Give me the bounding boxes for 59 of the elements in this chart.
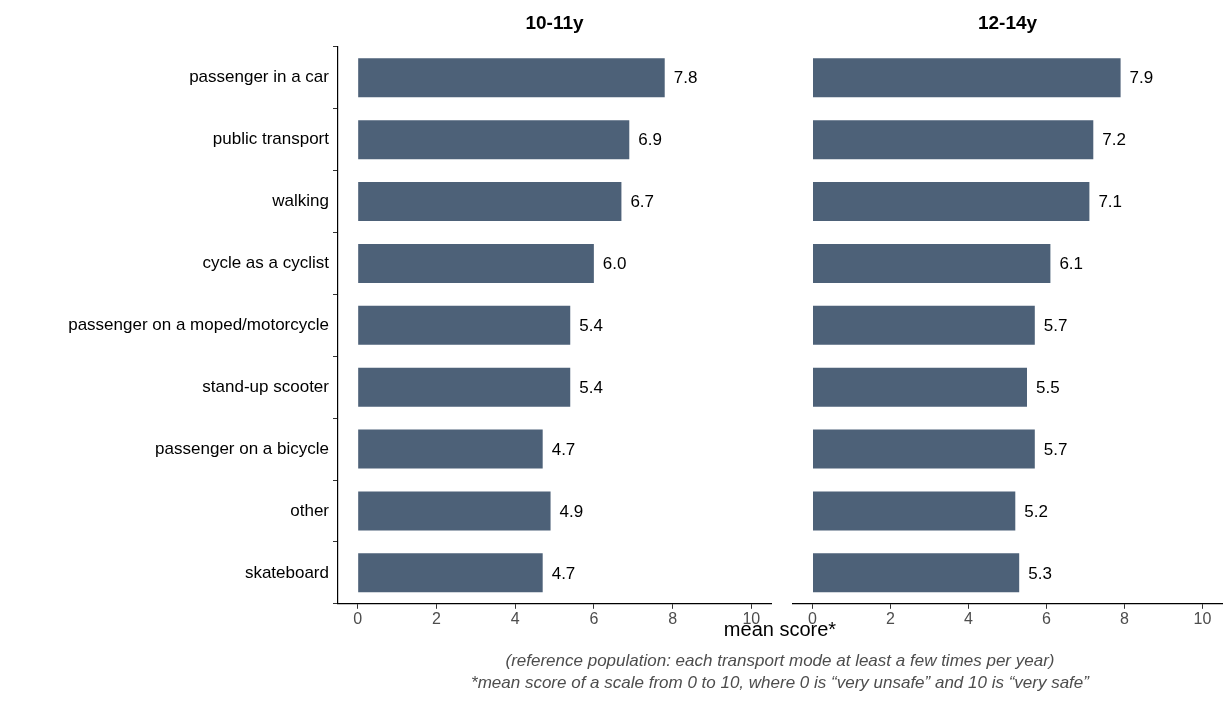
data-label: 4.7: [551, 563, 576, 583]
bar: [813, 305, 1035, 345]
text: (reference population: each transport mode at least a few times per year): [504, 650, 1056, 672]
x-tick-label: 4: [510, 609, 520, 627]
data-label: 5.4: [579, 315, 603, 335]
x-tick-label: 4: [964, 609, 974, 627]
y-tick-label: other: [290, 500, 330, 520]
bar: [358, 429, 543, 469]
data-label: 7.9: [1129, 68, 1154, 88]
data-label: 4.7: [551, 439, 576, 459]
y-tick-label: passenger in a car: [189, 67, 330, 87]
bar: [358, 243, 594, 283]
y-tick-label: skateboard: [244, 562, 329, 582]
x-tick-label: 6: [1042, 609, 1052, 627]
y-tick-label: cycle as a cyclist: [202, 253, 330, 273]
data-label: 7.1: [1098, 192, 1123, 212]
y-tick-label: stand-up scooter: [202, 376, 330, 396]
x-tick-label: 8: [668, 609, 678, 627]
bar: [358, 120, 630, 160]
bar: [813, 182, 1090, 222]
data-label: 6.9: [638, 130, 662, 150]
y-tick-label: passenger on a bicycle: [155, 438, 329, 458]
bar: [358, 553, 543, 593]
x-tick-label: 0: [353, 609, 363, 627]
data-label: 5.4: [579, 377, 603, 397]
data-label: 5.5: [1036, 377, 1060, 397]
x-tick-label: 2: [431, 609, 441, 627]
bar: [813, 243, 1051, 283]
x-tick-label: 2: [886, 609, 896, 627]
data-label: 7.8: [673, 68, 698, 88]
data-label: 6.0: [602, 254, 627, 274]
y-tick-label: walking: [271, 191, 329, 211]
bar: [813, 58, 1121, 98]
data-label: 4.9: [559, 501, 584, 521]
data-label: 5.7: [1043, 315, 1068, 335]
bar: [813, 367, 1027, 407]
bar: [813, 553, 1020, 593]
bar: [813, 491, 1016, 531]
chart-title: 12-14y: [977, 11, 1038, 33]
x-tick-label: 6: [589, 609, 599, 627]
y-tick-label: public transport: [212, 129, 330, 149]
bar: [358, 367, 571, 407]
data-label: 7.2: [1102, 130, 1126, 150]
bar: [813, 429, 1035, 469]
data-label: 5.3: [1028, 563, 1052, 583]
bar: [813, 120, 1094, 160]
data-label: 6.7: [630, 192, 655, 212]
y-tick-label: passenger on a moped/motorcycle: [68, 314, 329, 334]
data-label: 6.1: [1059, 254, 1084, 274]
bar: [358, 58, 665, 98]
data-label: 5.7: [1043, 439, 1068, 459]
chart-title: 10-11y: [525, 11, 584, 33]
bar: [358, 491, 551, 531]
data-label: 5.2: [1024, 501, 1048, 521]
x-tick-label: 8: [1120, 609, 1130, 627]
x-tick-label: 10: [1193, 609, 1212, 627]
bar: [358, 182, 622, 222]
text: *mean score of a scale from 0 to 10, where 0 is “very unsafe” and 10 is “very safe”: [470, 672, 1091, 694]
bar: [358, 305, 571, 345]
